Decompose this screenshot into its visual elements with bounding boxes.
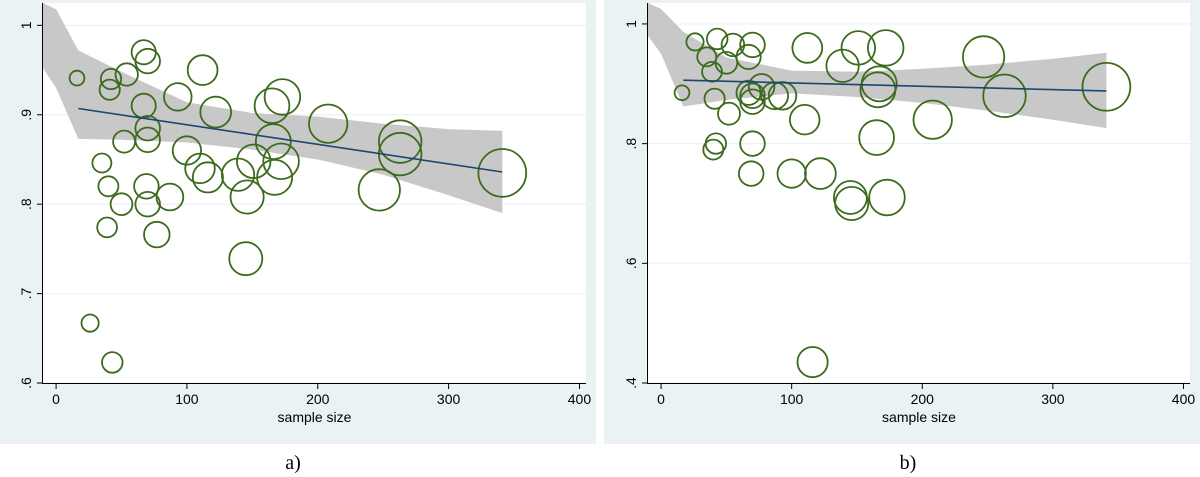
data-point (256, 158, 294, 196)
data-point (235, 143, 272, 179)
x-tick-label: 0 (52, 391, 60, 407)
data-point (357, 168, 401, 212)
data-point (96, 216, 118, 239)
data-point (739, 88, 766, 115)
data-point (68, 69, 86, 87)
data-point (228, 241, 264, 277)
data-point (705, 27, 729, 51)
data-point (703, 87, 726, 110)
data-point (263, 78, 302, 116)
chart-panel-a: 0 100 200 300 400 .6 .7 .8 .9 1 sample size (0, 0, 596, 444)
data-point (134, 114, 161, 142)
data-point (101, 351, 124, 374)
data-point (114, 62, 139, 87)
data-point (776, 158, 807, 189)
x-axis-title: sample size (278, 409, 352, 425)
y-tick-label: .9 (18, 109, 34, 121)
data-point (308, 103, 349, 144)
data-point (199, 95, 233, 129)
data-point (99, 67, 123, 91)
x-tick-label: 100 (780, 391, 804, 407)
x-tick-label: 200 (911, 391, 935, 407)
data-point (134, 47, 161, 75)
y-tick-label: .6 (18, 377, 34, 389)
data-point (155, 182, 185, 212)
x-tick-label: 400 (568, 391, 592, 407)
data-point (97, 175, 120, 198)
data-point (739, 31, 766, 59)
data-point (791, 32, 824, 64)
data-point (796, 346, 829, 379)
chart-svg-b: 0 100 200 300 400 .4 .6 .8 1 sample size (604, 0, 1200, 444)
data-point (867, 29, 905, 67)
data-point (163, 82, 193, 112)
data-point (860, 65, 898, 103)
x-tick-label: 100 (175, 391, 199, 407)
x-axis-title: sample size (882, 409, 956, 425)
data-point (134, 126, 161, 154)
data-point (262, 142, 300, 180)
data-point (982, 73, 1027, 118)
y-tick-label: .7 (18, 288, 34, 300)
data-point (378, 119, 423, 164)
data-point (704, 132, 728, 155)
data-point (253, 87, 291, 125)
data-point (834, 185, 870, 221)
panel-a-caption: a) (285, 452, 301, 474)
data-point (788, 103, 821, 136)
data-point (171, 135, 202, 166)
data-point (804, 157, 837, 190)
data-point (739, 130, 766, 157)
data-point (477, 148, 528, 198)
data-point (133, 173, 160, 200)
fit-line (683, 79, 1107, 92)
data-point (840, 30, 876, 66)
data-point (80, 313, 100, 333)
data-point (912, 99, 953, 140)
data-point (961, 35, 1006, 79)
data-point (229, 179, 265, 215)
data-point (868, 178, 906, 217)
data-point (825, 48, 860, 83)
confidence-band (43, 3, 503, 214)
x-tick-label: 300 (1041, 391, 1065, 407)
data-point (143, 220, 171, 249)
chart-panel-b: 0 100 200 300 400 .4 .6 .8 1 sample size (604, 0, 1200, 444)
data-point (717, 101, 741, 126)
data-point (739, 82, 766, 110)
data-point (191, 161, 224, 194)
data-point (186, 54, 219, 86)
y-tick-label: .4 (623, 377, 639, 389)
y-tick-label: 1 (18, 21, 34, 29)
x-tick-label: 400 (1172, 391, 1196, 407)
data-point (91, 152, 113, 174)
data-point (735, 43, 762, 70)
data-point (673, 84, 691, 102)
data-point (1081, 62, 1132, 112)
data-point (184, 152, 216, 185)
y-tick-label: .6 (623, 257, 639, 269)
y-tick-label: .8 (18, 198, 34, 210)
fit-line (78, 107, 503, 173)
x-tick-label: 300 (437, 391, 461, 407)
y-tick-label: .8 (623, 138, 639, 150)
data-point (737, 160, 765, 187)
data-point (98, 78, 121, 101)
chart-svg-a: 0 100 200 300 400 .6 .7 .8 .9 1 sample size (0, 0, 596, 444)
data-point (134, 190, 161, 218)
confidence-band (648, 3, 1107, 129)
data-point (109, 192, 134, 217)
x-tick-label: 0 (657, 391, 665, 407)
data-point (858, 119, 895, 156)
panel-b-caption: b) (899, 452, 917, 474)
y-tick-label: 1 (623, 20, 639, 28)
x-tick-label: 200 (306, 391, 330, 407)
data-point (685, 32, 705, 52)
